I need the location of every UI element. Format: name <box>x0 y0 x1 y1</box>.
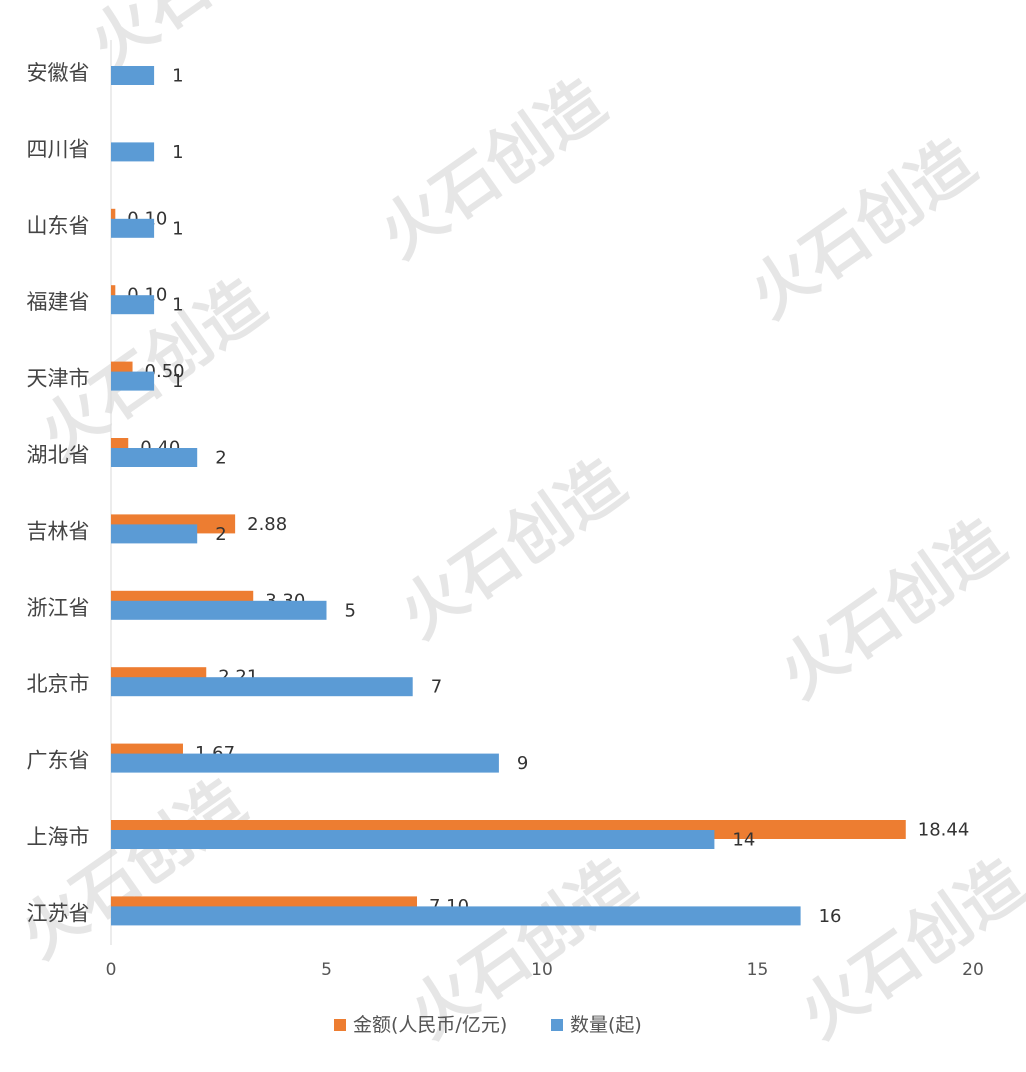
count-bar <box>111 371 155 391</box>
category-label: 江苏省 <box>27 901 90 925</box>
count-bar <box>111 448 198 467</box>
x-tick-label: 15 <box>747 960 769 980</box>
count-value-label: 7 <box>431 677 442 698</box>
count-value-label: 2 <box>215 448 226 469</box>
watermark-text: 火石创造 <box>367 66 619 273</box>
category-label: 四川省 <box>27 137 90 161</box>
count-value-label: 1 <box>172 66 183 87</box>
category-label: 湖北省 <box>27 443 90 467</box>
bars-layer: 110.1010.1010.5010.4022.8823.3052.2171.6… <box>111 66 969 927</box>
amount-value-label: 18.44 <box>918 820 970 841</box>
category-label: 安徽省 <box>27 61 90 85</box>
watermark-text: 火石创造 <box>787 846 1026 1053</box>
count-bar <box>111 600 327 620</box>
legend: 金额(人民币/亿元) 数量(起) <box>334 1014 642 1036</box>
count-bar <box>111 524 198 544</box>
category-label: 福建省 <box>27 290 90 314</box>
count-value-label: 1 <box>172 142 183 163</box>
x-tick-label: 20 <box>962 960 984 980</box>
count-value-label: 1 <box>172 218 183 239</box>
amount-value-label: 0.50 <box>145 361 185 382</box>
legend-swatch-count <box>551 1019 563 1031</box>
count-bar <box>111 218 155 238</box>
watermark-text: 火石创造 <box>737 126 989 333</box>
count-bar <box>111 66 155 85</box>
watermark-text: 火石创造 <box>7 766 259 973</box>
count-bar <box>111 906 801 926</box>
count-value-label: 16 <box>819 906 842 927</box>
category-label: 山东省 <box>27 214 90 238</box>
amount-bar <box>111 285 116 305</box>
amount-bar <box>111 208 116 228</box>
count-bar <box>111 295 155 315</box>
count-bar <box>111 753 499 773</box>
category-label: 北京市 <box>27 672 90 696</box>
x-tick-label: 5 <box>321 960 332 980</box>
count-bar <box>111 142 155 162</box>
count-value-label: 5 <box>345 600 356 621</box>
x-tick-label: 10 <box>531 960 553 980</box>
count-value-label: 14 <box>732 830 755 851</box>
category-label: 浙江省 <box>27 596 90 620</box>
category-label: 上海市 <box>27 825 90 849</box>
count-value-label: 1 <box>172 371 183 392</box>
x-tick-label: 0 <box>106 960 117 980</box>
category-label: 吉林省 <box>27 519 90 543</box>
category-label: 天津市 <box>27 367 90 391</box>
count-bar <box>111 677 413 697</box>
watermark-text: 火石创造 <box>767 506 1019 713</box>
count-value-label: 9 <box>517 753 528 774</box>
count-value-label: 2 <box>215 524 226 545</box>
legend-label-amount: 金额(人民币/亿元) <box>353 1014 507 1036</box>
watermark-text: 火石创造 <box>387 446 639 653</box>
x-tick-labels: 0 5 10 15 20 <box>106 960 984 980</box>
amount-value-label: 2.88 <box>247 514 287 535</box>
legend-label-count: 数量(起) <box>570 1014 642 1036</box>
count-value-label: 1 <box>172 295 183 316</box>
category-label: 广东省 <box>27 749 90 773</box>
count-bar <box>111 830 715 849</box>
legend-swatch-amount <box>334 1019 346 1031</box>
